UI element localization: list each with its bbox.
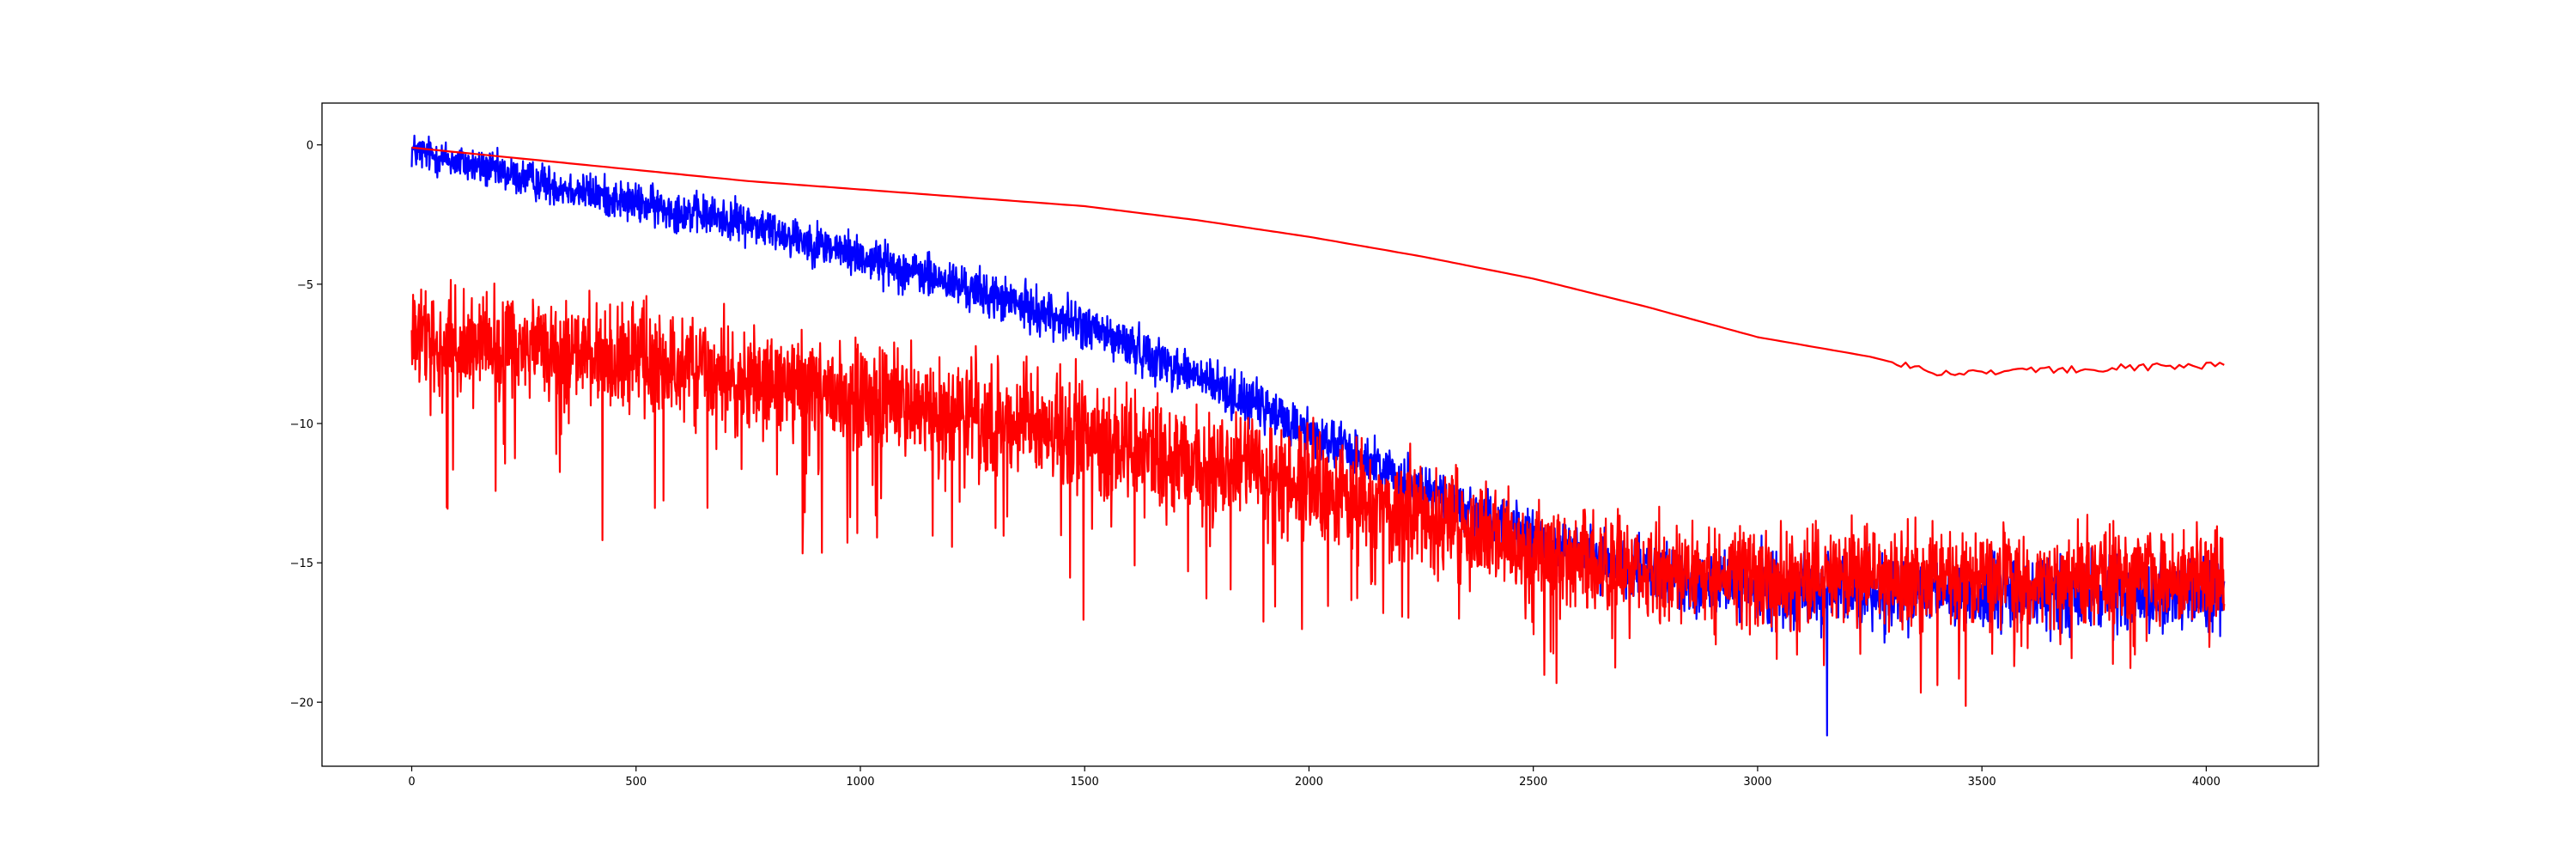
y-axis: 0 −5 −10 −15 −20 [290, 140, 322, 710]
y-tick-label: −20 [290, 697, 313, 710]
y-tick-label: −10 [290, 418, 313, 431]
axes-frame [321, 102, 2319, 767]
x-tick-label: 500 [625, 776, 647, 789]
x-axis: 0 500 1000 1500 2000 2500 3000 3500 4000 [408, 766, 2221, 789]
y-tick-label: −15 [290, 557, 313, 570]
y-tick-label: −5 [297, 279, 313, 292]
series-layer [410, 134, 2226, 737]
x-tick-label: 2000 [1295, 776, 1323, 789]
series-red-smooth-line [411, 146, 2225, 377]
x-tick-label: 3500 [1968, 776, 1996, 789]
x-tick-label: 2500 [1519, 776, 1547, 789]
x-tick-label: 1500 [1071, 776, 1099, 789]
x-tick-label: 4000 [2192, 776, 2221, 789]
x-tick-label: 0 [408, 776, 415, 789]
x-tick-label: 1000 [846, 776, 874, 789]
series-red-noisy-line [410, 278, 2226, 707]
x-tick-label: 3000 [1743, 776, 1771, 789]
y-tick-label: 0 [307, 140, 313, 153]
